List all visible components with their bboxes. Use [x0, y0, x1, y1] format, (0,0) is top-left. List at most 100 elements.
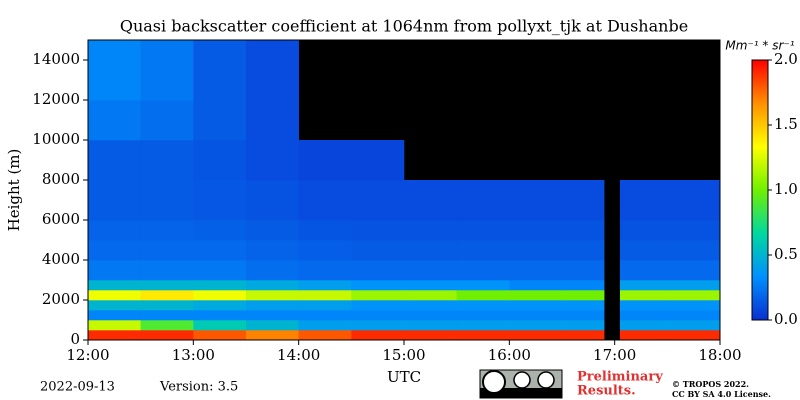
heat-cell — [404, 330, 457, 341]
heat-cell — [88, 260, 141, 281]
heat-cell — [667, 180, 721, 221]
heat-cell — [88, 280, 141, 291]
version: Version: 3.5 — [159, 380, 238, 395]
heat-cell — [456, 260, 510, 281]
heat-cell — [140, 260, 194, 281]
preliminary-note: Preliminary — [577, 370, 663, 385]
heat-cell — [456, 280, 510, 291]
copyright: CC BY SA 4.0 License. — [672, 389, 771, 399]
heat-cell — [562, 240, 605, 261]
colorbar-tick-label: 1.0 — [774, 180, 798, 198]
heat-cell — [193, 180, 247, 221]
heat-cell — [404, 180, 457, 221]
y-tick-label: 0 — [70, 330, 80, 348]
heat-cell — [456, 240, 510, 261]
heat-cell — [456, 220, 510, 241]
y-tick-label: 8000 — [42, 170, 80, 188]
y-tick-label: 6000 — [42, 210, 80, 228]
heat-cell — [562, 280, 605, 291]
cc-logo — [479, 369, 563, 399]
heat-cell — [140, 240, 194, 261]
heat-cell — [404, 260, 457, 281]
heat-cell — [351, 140, 405, 181]
heat-cell — [509, 320, 563, 331]
heat-cell — [404, 320, 457, 331]
heat-cell — [298, 140, 352, 181]
heat-cell — [562, 220, 605, 241]
heat-cell — [140, 220, 194, 241]
heat-cell — [404, 280, 457, 291]
heat-cell — [88, 100, 141, 141]
heat-cell — [351, 330, 405, 341]
heat-cell — [404, 290, 457, 301]
heat-cell — [404, 240, 457, 261]
y-tick-label: 12000 — [32, 90, 80, 108]
heat-cell — [351, 300, 405, 311]
x-tick-label: 14:00 — [277, 346, 320, 364]
heat-cell — [193, 40, 247, 101]
x-tick-label: 12:00 — [66, 346, 109, 364]
heat-cell — [351, 260, 405, 281]
heat-cell — [619, 290, 668, 301]
heat-cell — [619, 300, 668, 311]
heat-cell — [140, 140, 194, 181]
heat-cell — [140, 300, 194, 311]
heat-cell — [246, 280, 299, 291]
heat-cell — [667, 300, 721, 311]
heat-cell — [509, 260, 563, 281]
heat-cell — [509, 290, 563, 301]
heat-cell — [509, 310, 563, 321]
heat-cell — [246, 180, 299, 221]
heat-cell — [193, 220, 247, 241]
heat-cell — [619, 280, 668, 291]
heat-cell — [667, 220, 721, 241]
colorbar-tick-label: 1.5 — [774, 115, 798, 133]
heat-cell — [562, 320, 605, 331]
heat-cell — [562, 180, 605, 221]
preliminary-note: Results. — [577, 384, 636, 399]
heat-cell — [246, 300, 299, 311]
heat-cell — [619, 330, 668, 341]
heat-cell — [246, 100, 299, 141]
heat-cell — [562, 260, 605, 281]
heat-cell — [351, 280, 405, 291]
heat-cell — [619, 320, 668, 331]
heat-cell — [193, 240, 247, 261]
heat-cell — [351, 180, 405, 221]
heat-cell — [351, 240, 405, 261]
heat-cell — [88, 140, 141, 181]
heat-cell — [88, 220, 141, 241]
heat-cell — [298, 300, 352, 311]
x-tick-label: 18:00 — [698, 346, 741, 364]
heat-cell — [619, 240, 668, 261]
heat-cell — [246, 260, 299, 281]
y-tick-label: 10000 — [32, 130, 80, 148]
heat-cell — [509, 180, 563, 221]
heat-cell — [88, 290, 141, 301]
heat-cell — [193, 260, 247, 281]
heat-cell — [351, 320, 405, 331]
heat-cell — [88, 330, 141, 341]
heat-cell — [619, 260, 668, 281]
heat-cell — [404, 300, 457, 311]
heat-cell — [509, 280, 563, 291]
heat-cell — [456, 310, 510, 321]
colorbar-tick-label: 2.0 — [774, 50, 798, 68]
heat-cell — [509, 300, 563, 311]
heat-cell — [193, 290, 247, 301]
heat-cell — [193, 320, 247, 331]
heat-cell — [140, 280, 194, 291]
heat-cell — [88, 310, 141, 321]
heat-cell — [667, 260, 721, 281]
heat-cell — [246, 320, 299, 331]
colorbar-label: Mm⁻¹ * sr⁻¹ — [725, 39, 794, 53]
heat-cell — [246, 330, 299, 341]
x-tick-label: 13:00 — [172, 346, 215, 364]
heat-cell — [298, 330, 352, 341]
heat-cell — [619, 310, 668, 321]
heat-cell — [456, 300, 510, 311]
x-tick-label: 15:00 — [382, 346, 425, 364]
heat-cell — [193, 310, 247, 321]
heat-cell — [246, 240, 299, 261]
